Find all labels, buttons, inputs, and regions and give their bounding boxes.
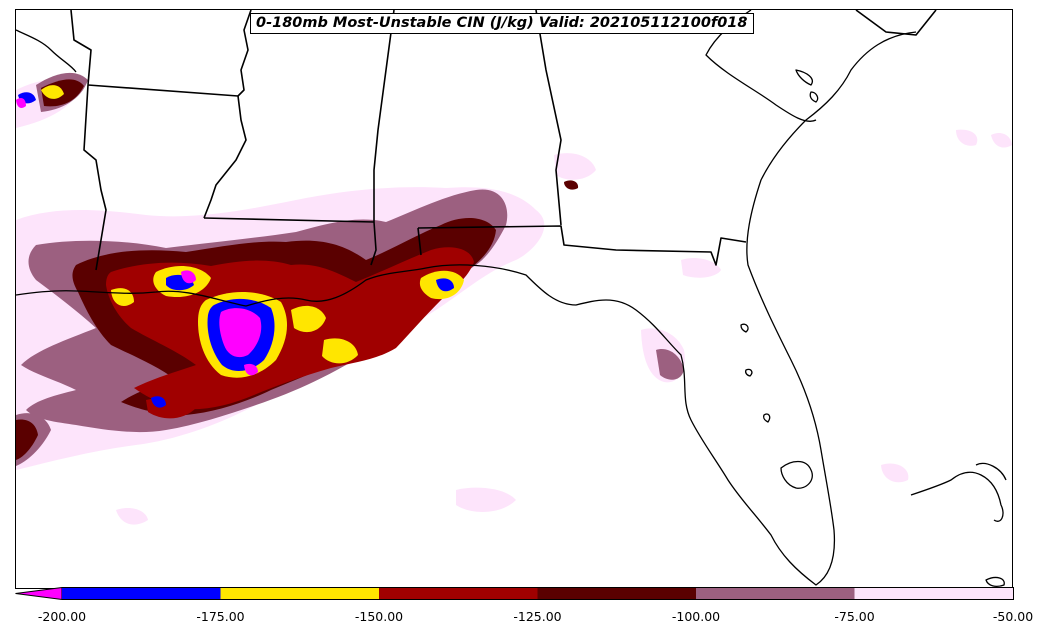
cin-map (16, 10, 1012, 587)
colorbar-bin (696, 587, 855, 600)
colorbar-tick-label: -75.00 (834, 609, 875, 624)
colorbar-extend-min (15, 587, 63, 600)
colorbar-bin (62, 587, 221, 600)
map-panel (15, 9, 1013, 589)
magenta-cin-field (16, 98, 262, 376)
colorbar-tick-label: -100.00 (671, 609, 721, 624)
colorbar-bin (220, 587, 379, 600)
map-title: 0-180mb Most-Unstable CIN (J/kg) Valid: … (250, 13, 754, 34)
colorbar-tick-label: -200.00 (37, 609, 87, 624)
colorbar-bin (854, 587, 1013, 600)
colorbar-tick-label: -125.00 (513, 609, 562, 624)
colorbar-tick-label: -150.00 (354, 609, 404, 624)
colorbar-tick-label: -175.00 (196, 609, 245, 624)
colorbar-outline (62, 587, 1014, 600)
coastline (16, 10, 1007, 587)
map-boundaries (70, 10, 937, 271)
colorbar-bin (537, 587, 696, 600)
colorbar-bin (379, 587, 538, 600)
colorbar-tick-label: -50.00 (992, 609, 1034, 624)
colorbar (15, 587, 1014, 600)
